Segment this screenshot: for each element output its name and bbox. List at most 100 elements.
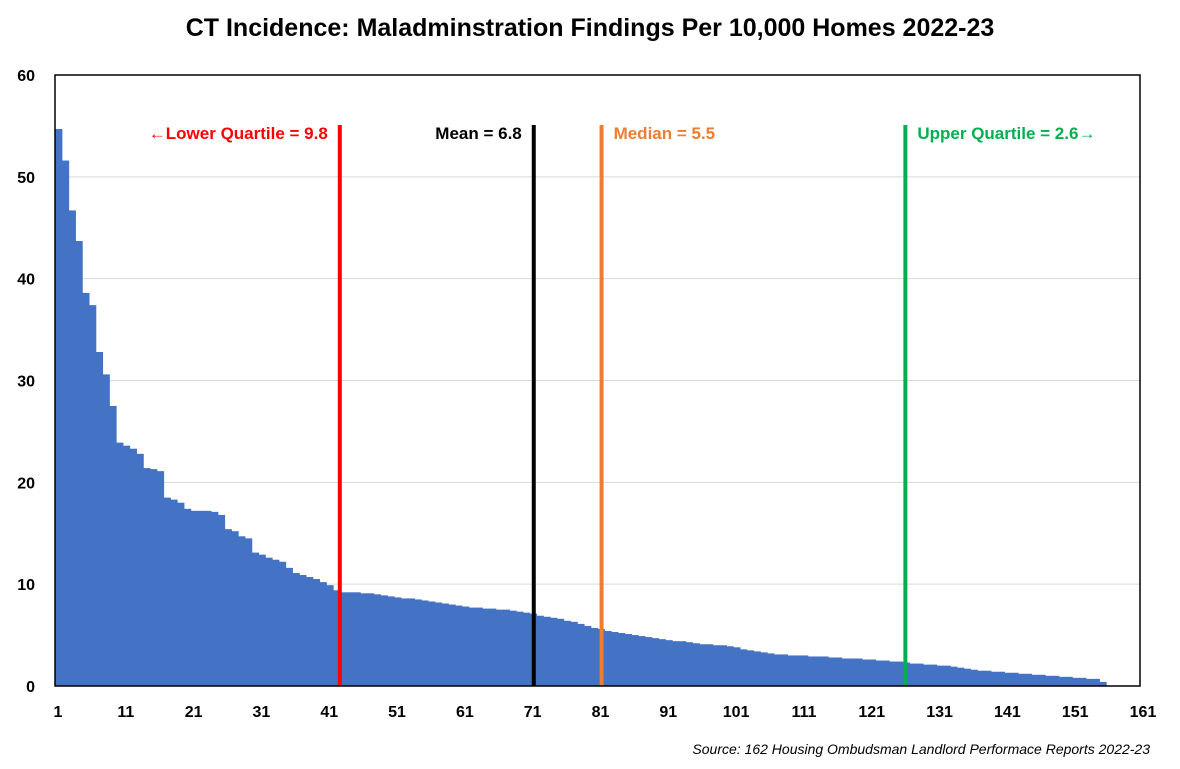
bar	[672, 641, 680, 686]
bar	[339, 592, 348, 686]
bar	[780, 654, 788, 686]
bar	[1085, 678, 1094, 686]
bar	[1065, 676, 1073, 686]
bar	[204, 510, 212, 686]
bar	[1038, 674, 1046, 686]
y-tick-label: 10	[17, 577, 35, 594]
x-tick-label: 121	[858, 704, 885, 721]
bar	[1004, 672, 1012, 686]
bar	[177, 502, 185, 686]
bar	[577, 623, 585, 686]
x-tick-label: 21	[185, 704, 203, 721]
bar	[394, 597, 402, 686]
bar	[712, 645, 721, 686]
bar	[482, 608, 490, 686]
bar	[489, 608, 497, 686]
bars	[55, 128, 1107, 687]
bar	[461, 606, 470, 686]
bar	[333, 590, 341, 686]
bar	[950, 666, 958, 686]
bar	[75, 240, 83, 686]
bar	[1024, 673, 1033, 686]
y-tick-label: 40	[17, 272, 35, 289]
bar	[244, 538, 253, 686]
bar	[665, 640, 673, 686]
bar	[644, 637, 653, 686]
reference-line-label: Mean = 6.8	[435, 124, 521, 143]
bar	[861, 659, 870, 686]
bar	[719, 645, 727, 686]
bar	[1092, 678, 1100, 686]
x-tick-label: 11	[117, 704, 134, 721]
bar	[699, 644, 707, 686]
reference-line-label: Upper Quartile = 2.6→	[917, 124, 1095, 143]
y-axis-ticks: 0 10 20 30 40 50 60	[17, 68, 35, 696]
bar	[238, 536, 246, 686]
bar	[617, 633, 626, 686]
bar	[299, 575, 307, 686]
bar	[68, 210, 76, 686]
x-tick-label: 31	[253, 704, 271, 721]
bar	[170, 499, 178, 686]
x-tick-label: 141	[994, 704, 1021, 721]
bar	[753, 651, 761, 686]
y-tick-label: 30	[17, 374, 35, 391]
bar	[156, 471, 165, 686]
bar	[122, 445, 131, 686]
bar	[522, 612, 531, 686]
bar	[604, 631, 612, 686]
bar	[570, 621, 578, 686]
bar	[1031, 674, 1039, 686]
bar	[773, 654, 782, 686]
plot-frame	[54, 74, 1141, 687]
bar	[353, 592, 361, 686]
bar	[583, 625, 592, 686]
bar	[278, 561, 287, 686]
bar	[495, 609, 504, 686]
bar	[448, 604, 456, 686]
bar	[407, 598, 416, 686]
bar	[841, 658, 850, 686]
x-tick-label: 61	[456, 704, 474, 721]
bar	[963, 668, 972, 686]
y-tick-label: 0	[26, 679, 35, 696]
bar	[414, 599, 422, 686]
bar	[855, 658, 863, 686]
bar	[550, 617, 558, 686]
reference-lines: ←Lower Quartile = 9.8 Mean = 6.8 Median = …	[149, 124, 1095, 686]
bar	[421, 600, 429, 686]
bar	[767, 653, 775, 686]
bar	[183, 508, 192, 686]
bar	[475, 607, 483, 686]
bar	[1017, 673, 1026, 686]
bar	[631, 635, 639, 686]
bar	[929, 664, 938, 686]
reference-line-label: ←Lower Quartile = 9.8	[149, 124, 328, 143]
bar	[543, 616, 551, 686]
y-tick-label: 50	[17, 170, 35, 187]
bar	[319, 582, 327, 686]
bar	[536, 615, 544, 686]
bar	[739, 649, 748, 686]
bar	[116, 442, 124, 686]
bar	[61, 160, 70, 687]
bar	[136, 453, 144, 686]
x-tick-label: 131	[926, 704, 953, 721]
bar	[611, 632, 619, 686]
bar	[800, 655, 809, 686]
bar	[516, 611, 524, 686]
bar	[468, 607, 477, 686]
bar	[984, 670, 992, 686]
x-tick-label: 1	[54, 704, 63, 721]
bar	[373, 594, 382, 686]
bar	[265, 557, 273, 686]
bar	[794, 655, 802, 686]
x-tick-label: 71	[524, 704, 542, 721]
bar	[224, 529, 232, 686]
bar	[726, 646, 734, 686]
bar	[1058, 676, 1067, 686]
bar	[251, 552, 260, 686]
bar	[366, 593, 375, 686]
bar	[285, 567, 293, 686]
